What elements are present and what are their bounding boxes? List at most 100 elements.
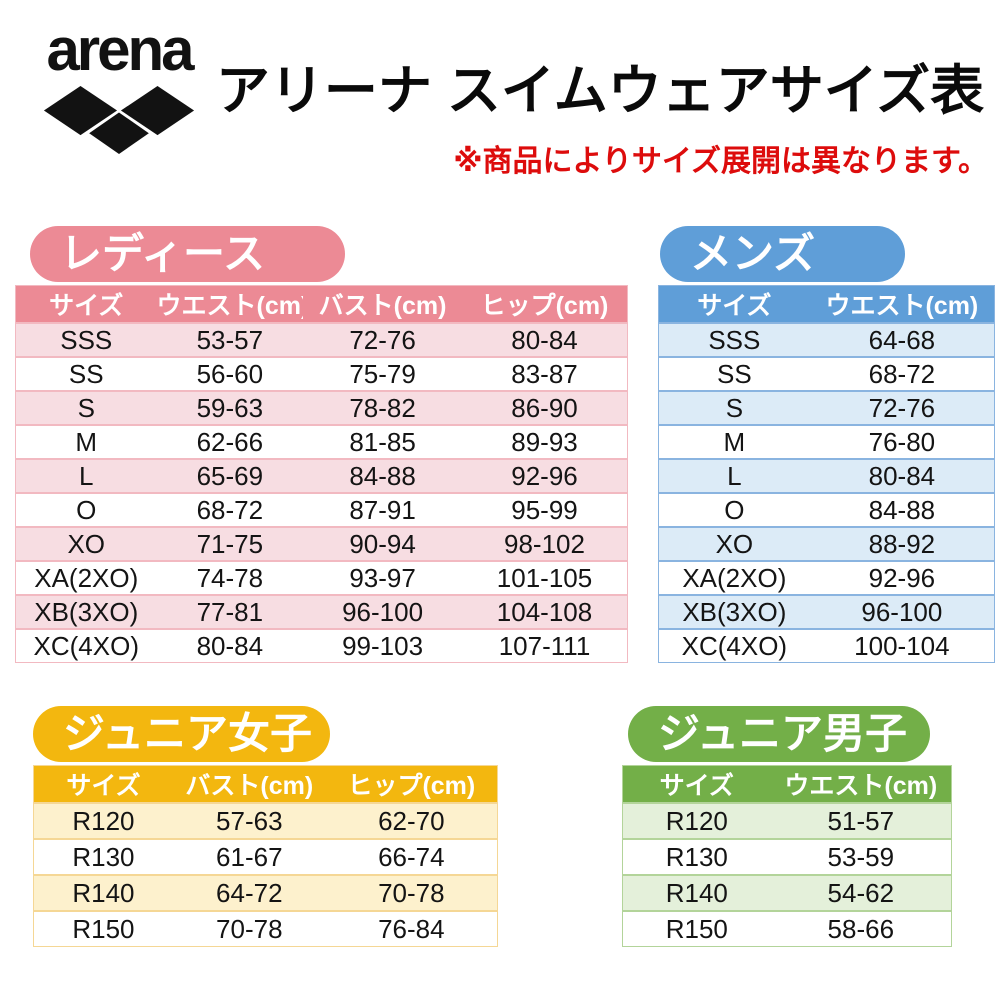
size-cell: 70-78 [216,913,283,944]
column-header: サイズ [15,285,157,323]
size-cell: 99-103 [342,630,424,661]
size-cell: XB(3XO) [15,595,157,629]
size-cell: 70-78 [325,875,498,911]
size-cell: 95-99 [511,494,578,525]
size-cell: 54-62 [770,875,952,911]
table-row: XB(3XO) 96-100 [658,595,995,629]
junior-boys-badge: ジュニア男子 [628,706,930,762]
table-row: SSS 64-68 [658,323,995,357]
table-row: L 80-84 [658,459,995,493]
size-cell: 96-100 [303,595,462,629]
table-row: XO 88-92 [658,527,995,561]
size-cell: 104-108 [462,595,628,629]
table-row: R130 53-59 [622,839,952,875]
size-cell: 65-69 [156,459,304,493]
table-row: SS 56-60 75-79 83-87 [15,357,628,391]
table-row: O 84-88 [658,493,995,527]
size-cell: 88-92 [809,527,995,561]
size-cell: R140 [33,875,173,911]
column-header: サイズ [658,285,810,323]
size-cell: 76-84 [378,913,445,944]
junior-girls-size-table: サイズ バスト(cm) ヒップ(cm) R120 57-63 62-70 R130 61-67… [33,765,498,947]
column-header: ウエスト(cm) [770,765,952,803]
size-cell: 53-59 [827,841,895,872]
table-row: XA(2XO) 74-78 93-97 101-105 [15,561,628,595]
ladies-size-table: サイズ ウエスト(cm) バスト(cm) ヒップ(cm) SSS 53-57 72-76 80… [15,285,628,663]
size-cell: XC(4XO) [681,630,788,661]
size-cell: 98-102 [462,527,628,561]
mens-section: メンズ サイズ ウエスト(cm) SSS 64-68 SS 68-72 S 72-76 M 76-… [658,226,995,663]
column-header: サイズ [33,765,173,803]
table-row: S 72-76 [658,391,995,425]
table-row: SSS 53-57 72-76 80-84 [15,323,628,357]
table-row: R130 61-67 66-74 [33,839,498,875]
size-cell: 92-96 [462,459,628,493]
mens-badge: メンズ [660,226,905,282]
table-row: XB(3XO) 77-81 96-100 104-108 [15,595,628,629]
size-cell: 68-72 [196,494,264,525]
size-cell: 53-57 [156,323,304,357]
size-cell: 81-85 [349,426,416,457]
size-cell: 62-66 [196,426,264,457]
size-cell: 78-82 [303,391,462,425]
size-cell: 71-75 [156,527,304,561]
size-cell: 51-57 [770,803,952,839]
table-row: R140 54-62 [622,875,952,911]
size-cell: 58-66 [827,913,895,944]
size-availability-note: ※商品によりサイズ展開は異なります。 [453,145,988,178]
mens-size-table: サイズ ウエスト(cm) SSS 64-68 SS 68-72 S 72-76 M 76-80 L 8… [658,285,995,663]
size-cell: R130 [72,841,135,872]
size-cell: 96-100 [809,595,995,629]
table-row: XC(4XO) 80-84 99-103 107-111 [15,629,628,663]
size-cell: 84-88 [868,494,936,525]
size-cell: R120 [33,803,173,839]
table-row: XA(2XO) 92-96 [658,561,995,595]
size-cell: 56-60 [196,358,264,389]
size-cell: 90-94 [303,527,462,561]
column-header: ヒップ(cm) [325,765,498,803]
table-row: SS 68-72 [658,357,995,391]
size-cell: SSS [658,323,810,357]
size-cell: 84-88 [303,459,462,493]
table-row: L 65-69 84-88 92-96 [15,459,628,493]
size-cell: R140 [622,875,771,911]
size-cell: 75-79 [349,358,416,389]
size-cell: 68-72 [868,358,936,389]
table-row: XO 71-75 90-94 98-102 [15,527,628,561]
size-cell: 72-76 [303,323,462,357]
column-header: ウエスト(cm) [809,285,995,323]
size-cell: O [724,494,745,525]
arena-logo-wordmark: arena [46,16,194,83]
size-cell: 62-70 [325,803,498,839]
size-cell: R150 [72,913,135,944]
column-header: サイズ [622,765,771,803]
junior-boys-size-table: サイズ ウエスト(cm) R120 51-57 R130 53-59 R140 54-62 R1… [622,765,952,947]
size-cell: 74-78 [196,562,264,593]
size-cell: 61-67 [216,841,283,872]
table-row: O 68-72 87-91 95-99 [15,493,628,527]
size-cell: M [75,426,98,457]
size-cell: XB(3XO) [658,595,810,629]
size-cell: 77-81 [156,595,304,629]
size-cell: SS [68,358,104,389]
size-cell: S [658,391,810,425]
table-row: R120 51-57 [622,803,952,839]
size-cell: R120 [622,803,771,839]
size-cell: XA(2XO) [34,562,139,593]
size-cell: SS [717,358,752,389]
size-cell: 107-111 [498,630,591,661]
ladies-badge: レディース [30,226,345,282]
size-cell: 101-105 [496,562,593,593]
size-cell: R150 [665,913,728,944]
table-row: M 62-66 81-85 89-93 [15,425,628,459]
size-cell: 86-90 [462,391,628,425]
size-cell: 72-76 [809,391,995,425]
column-header: バスト(cm) [172,765,326,803]
size-cell: S [15,391,157,425]
size-cell: L [658,459,810,493]
size-cell: 57-63 [172,803,326,839]
header-row: サイズ ウエスト(cm) バスト(cm) ヒップ(cm) [15,285,628,323]
size-cell: M [723,426,746,457]
size-cell: O [76,494,97,525]
